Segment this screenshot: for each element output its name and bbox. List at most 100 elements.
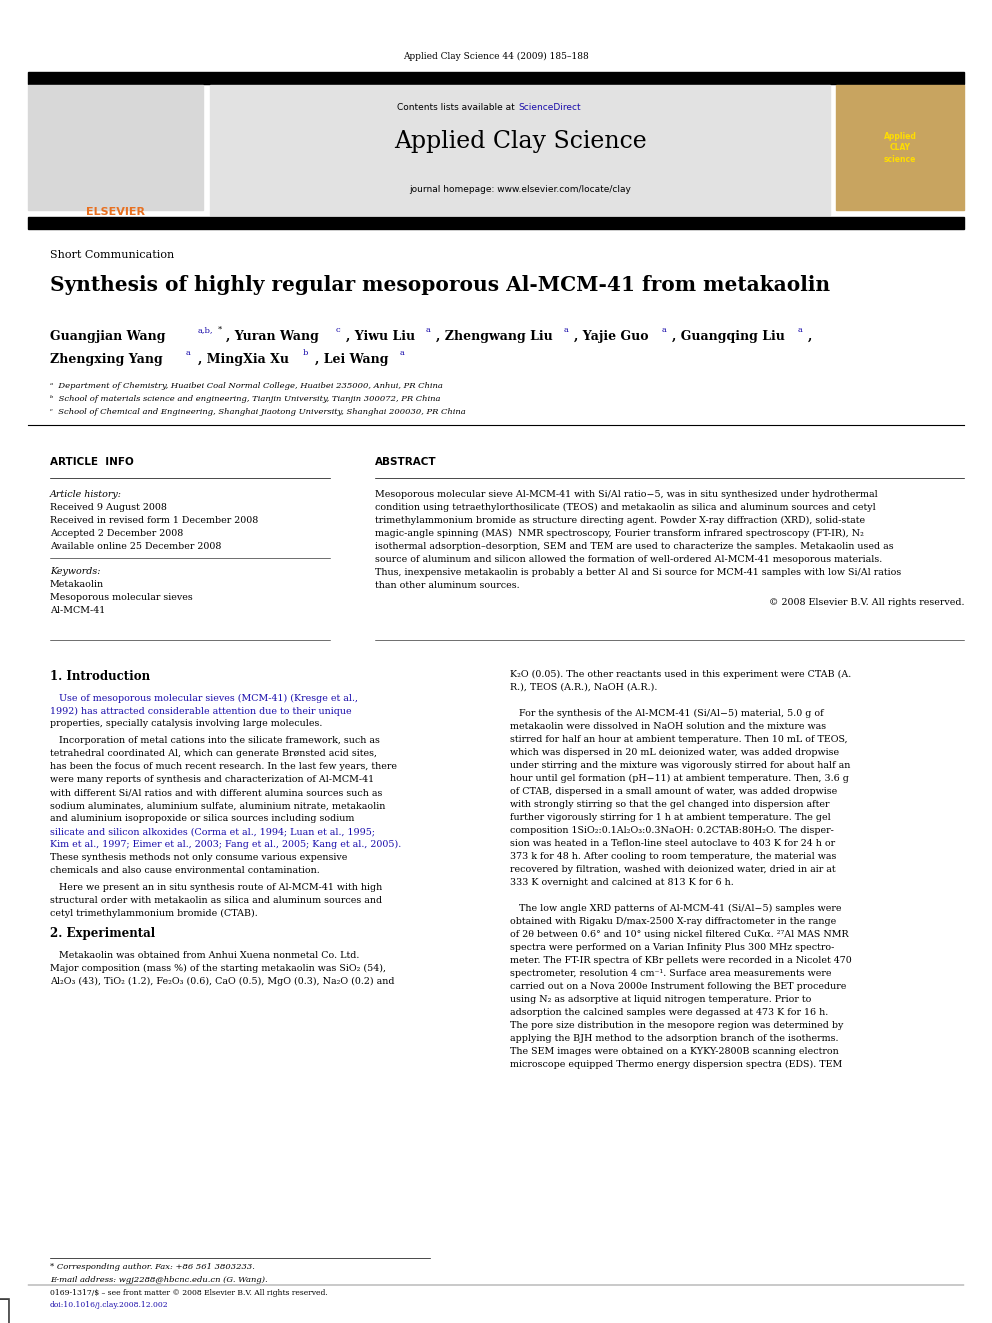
Text: meter. The FT-IR spectra of KBr pellets were recorded in a Nicolet 470: meter. The FT-IR spectra of KBr pellets … bbox=[510, 957, 852, 964]
Text: magic-angle spinning (MAS)  NMR spectroscopy, Fourier transform infrared spectro: magic-angle spinning (MAS) NMR spectrosc… bbox=[375, 529, 864, 538]
Text: ,: , bbox=[808, 329, 812, 343]
Text: a: a bbox=[186, 349, 190, 357]
Text: Al-MCM-41: Al-MCM-41 bbox=[50, 606, 105, 615]
Text: stirred for half an hour at ambient temperature. Then 10 mL of TEOS,: stirred for half an hour at ambient temp… bbox=[510, 736, 847, 744]
Text: 🌳: 🌳 bbox=[0, 1297, 10, 1323]
Text: , Yajie Guo: , Yajie Guo bbox=[574, 329, 649, 343]
Text: Use of mesoporous molecular sieves (MCM-41) (Kresge et al.,: Use of mesoporous molecular sieves (MCM-… bbox=[50, 693, 358, 703]
Text: © 2008 Elsevier B.V. All rights reserved.: © 2008 Elsevier B.V. All rights reserved… bbox=[769, 598, 964, 607]
Text: b: b bbox=[303, 349, 309, 357]
Text: Here we present an in situ synthesis route of Al-MCM-41 with high: Here we present an in situ synthesis rou… bbox=[50, 884, 382, 892]
Text: Short Communication: Short Communication bbox=[50, 250, 175, 261]
Text: composition 1SiO₂:0.1Al₂O₃:0.3NaOH: 0.2CTAB:80H₂O. The disper-: composition 1SiO₂:0.1Al₂O₃:0.3NaOH: 0.2C… bbox=[510, 826, 834, 835]
Text: c: c bbox=[336, 325, 340, 333]
Text: Article history:: Article history: bbox=[50, 490, 122, 499]
Text: Contents lists available at: Contents lists available at bbox=[398, 103, 518, 112]
Text: adsorption the calcined samples were degassed at 473 K for 16 h.: adsorption the calcined samples were deg… bbox=[510, 1008, 828, 1017]
Text: were many reports of synthesis and characterization of Al-MCM-41: were many reports of synthesis and chara… bbox=[50, 775, 374, 785]
Text: of CTAB, dispersed in a small amount of water, was added dropwise: of CTAB, dispersed in a small amount of … bbox=[510, 787, 837, 796]
Text: Applied Clay Science: Applied Clay Science bbox=[394, 130, 647, 153]
Text: isothermal adsorption–desorption, SEM and TEM are used to characterize the sampl: isothermal adsorption–desorption, SEM an… bbox=[375, 542, 894, 550]
Bar bbox=[28, 217, 964, 229]
Text: obtained with Rigaku D/max-2500 X-ray diffractometer in the range: obtained with Rigaku D/max-2500 X-ray di… bbox=[510, 917, 836, 926]
Text: spectrometer, resolution 4 cm⁻¹. Surface area measurements were: spectrometer, resolution 4 cm⁻¹. Surface… bbox=[510, 968, 831, 978]
Text: silicate and silicon alkoxides (Corma et al., 1994; Luan et al., 1995;: silicate and silicon alkoxides (Corma et… bbox=[50, 827, 375, 836]
Bar bbox=[210, 85, 830, 216]
Text: journal homepage: www.elsevier.com/locate/clay: journal homepage: www.elsevier.com/locat… bbox=[409, 185, 631, 194]
Text: K₂O (0.05). The other reactants used in this experiment were CTAB (A.: K₂O (0.05). The other reactants used in … bbox=[510, 669, 851, 679]
Text: , Guangqing Liu: , Guangqing Liu bbox=[672, 329, 785, 343]
Text: The pore size distribution in the mesopore region was determined by: The pore size distribution in the mesopo… bbox=[510, 1021, 843, 1031]
Text: condition using tetraethylorthosilicate (TEOS) and metakaolin as silica and alum: condition using tetraethylorthosilicate … bbox=[375, 503, 876, 512]
Text: 1. Introduction: 1. Introduction bbox=[50, 669, 150, 683]
Text: , Lei Wang: , Lei Wang bbox=[315, 353, 389, 366]
Bar bbox=[836, 85, 964, 210]
Text: ABSTRACT: ABSTRACT bbox=[375, 456, 436, 467]
Text: carried out on a Nova 2000e Instrument following the BET procedure: carried out on a Nova 2000e Instrument f… bbox=[510, 982, 846, 991]
Text: 373 k for 48 h. After cooling to room temperature, the material was: 373 k for 48 h. After cooling to room te… bbox=[510, 852, 836, 861]
Text: has been the focus of much recent research. In the last few years, there: has been the focus of much recent resear… bbox=[50, 762, 397, 771]
Text: ᵇ  School of materials science and engineering, Tianjin University, Tianjin 3000: ᵇ School of materials science and engine… bbox=[50, 396, 440, 404]
Text: Received 9 August 2008: Received 9 August 2008 bbox=[50, 503, 167, 512]
Text: Thus, inexpensive metakaolin is probably a better Al and Si source for MCM-41 sa: Thus, inexpensive metakaolin is probably… bbox=[375, 568, 902, 577]
Text: metakaolin were dissolved in NaOH solution and the mixture was: metakaolin were dissolved in NaOH soluti… bbox=[510, 722, 826, 732]
Bar bbox=[28, 71, 964, 83]
Text: Kim et al., 1997; Eimer et al., 2003; Fang et al., 2005; Kang et al., 2005).: Kim et al., 1997; Eimer et al., 2003; Fa… bbox=[50, 840, 401, 849]
Text: These synthesis methods not only consume various expensive: These synthesis methods not only consume… bbox=[50, 853, 347, 863]
Text: 2. Experimental: 2. Experimental bbox=[50, 927, 155, 941]
Text: Available online 25 December 2008: Available online 25 December 2008 bbox=[50, 542, 221, 550]
Text: applying the BJH method to the adsorption branch of the isotherms.: applying the BJH method to the adsorptio… bbox=[510, 1035, 838, 1043]
Text: further vigorously stirring for 1 h at ambient temperature. The gel: further vigorously stirring for 1 h at a… bbox=[510, 814, 830, 822]
Text: using N₂ as adsorptive at liquid nitrogen temperature. Prior to: using N₂ as adsorptive at liquid nitroge… bbox=[510, 995, 811, 1004]
Text: a,b,: a,b, bbox=[198, 325, 213, 333]
Text: Received in revised form 1 December 2008: Received in revised form 1 December 2008 bbox=[50, 516, 258, 525]
Text: 1992) has attracted considerable attention due to their unique: 1992) has attracted considerable attenti… bbox=[50, 706, 351, 716]
Text: Metakaolin: Metakaolin bbox=[50, 579, 104, 589]
Text: doi:10.1016/j.clay.2008.12.002: doi:10.1016/j.clay.2008.12.002 bbox=[50, 1301, 169, 1308]
Text: Zhengxing Yang: Zhengxing Yang bbox=[50, 353, 163, 366]
Text: Mesoporous molecular sieve Al-MCM-41 with Si/Al ratio−5, was in situ synthesized: Mesoporous molecular sieve Al-MCM-41 wit… bbox=[375, 490, 878, 499]
Text: ᶜ  School of Chemical and Engineering, Shanghai Jiaotong University, Shanghai 20: ᶜ School of Chemical and Engineering, Sh… bbox=[50, 407, 466, 415]
Text: of 2θ between 0.6° and 10° using nickel filtered CuKα. ²⁷Al MAS NMR: of 2θ between 0.6° and 10° using nickel … bbox=[510, 930, 848, 939]
Text: with different Si/Al ratios and with different alumina sources such as: with different Si/Al ratios and with dif… bbox=[50, 789, 382, 798]
Text: a: a bbox=[400, 349, 405, 357]
Text: spectra were performed on a Varian Infinity Plus 300 MHz spectro-: spectra were performed on a Varian Infin… bbox=[510, 943, 834, 953]
Text: and aluminium isopropoxide or silica sources including sodium: and aluminium isopropoxide or silica sou… bbox=[50, 814, 354, 823]
Text: Al₂O₃ (43), TiO₂ (1.2), Fe₂O₃ (0.6), CaO (0.5), MgO (0.3), Na₂O (0.2) and: Al₂O₃ (43), TiO₂ (1.2), Fe₂O₃ (0.6), CaO… bbox=[50, 976, 395, 986]
Text: than other aluminum sources.: than other aluminum sources. bbox=[375, 581, 520, 590]
Text: Synthesis of highly regular mesoporous Al-MCM-41 from metakaolin: Synthesis of highly regular mesoporous A… bbox=[50, 275, 830, 295]
Text: chemicals and also cause environmental contamination.: chemicals and also cause environmental c… bbox=[50, 867, 319, 876]
Bar bbox=[28, 85, 203, 210]
Text: * Corresponding author. Fax: +86 561 3803233.: * Corresponding author. Fax: +86 561 380… bbox=[50, 1263, 255, 1271]
Text: 0169-1317/$ – see front matter © 2008 Elsevier B.V. All rights reserved.: 0169-1317/$ – see front matter © 2008 El… bbox=[50, 1289, 327, 1297]
Text: sodium aluminates, aluminium sulfate, aluminium nitrate, metakaolin: sodium aluminates, aluminium sulfate, al… bbox=[50, 802, 385, 810]
Text: , Yuran Wang: , Yuran Wang bbox=[226, 329, 318, 343]
Text: Major composition (mass %) of the starting metakaolin was SiO₂ (54),: Major composition (mass %) of the starti… bbox=[50, 963, 386, 972]
Text: a: a bbox=[564, 325, 568, 333]
Text: trimethylammonium bromide as structure directing agent. Powder X-ray diffraction: trimethylammonium bromide as structure d… bbox=[375, 516, 865, 525]
Text: ELSEVIER: ELSEVIER bbox=[85, 206, 145, 217]
Text: The low angle XRD patterns of Al-MCM-41 (Si/Al−5) samples were: The low angle XRD patterns of Al-MCM-41 … bbox=[510, 904, 841, 913]
Text: a: a bbox=[662, 325, 667, 333]
Text: ARTICLE  INFO: ARTICLE INFO bbox=[50, 456, 134, 467]
Text: E-mail address: wgj2288@hbcnc.edu.cn (G. Wang).: E-mail address: wgj2288@hbcnc.edu.cn (G.… bbox=[50, 1275, 268, 1285]
Text: Mesoporous molecular sieves: Mesoporous molecular sieves bbox=[50, 593, 192, 602]
Text: tetrahedral coordinated Al, which can generate Brønsted acid sites,: tetrahedral coordinated Al, which can ge… bbox=[50, 749, 377, 758]
Text: *: * bbox=[218, 325, 222, 333]
Text: a: a bbox=[426, 325, 431, 333]
Text: Applied
CLAY
science: Applied CLAY science bbox=[884, 132, 917, 164]
Text: recovered by filtration, washed with deionized water, dried in air at: recovered by filtration, washed with dei… bbox=[510, 865, 835, 875]
Text: Keywords:: Keywords: bbox=[50, 568, 100, 576]
Text: structural order with metakaolin as silica and aluminum sources and: structural order with metakaolin as sili… bbox=[50, 896, 382, 905]
Text: a: a bbox=[798, 325, 803, 333]
Text: , MingXia Xu: , MingXia Xu bbox=[198, 353, 289, 366]
Text: Guangjian Wang: Guangjian Wang bbox=[50, 329, 166, 343]
Text: microscope equipped Thermo energy dispersion spectra (EDS). TEM: microscope equipped Thermo energy disper… bbox=[510, 1060, 842, 1069]
Text: The SEM images were obtained on a KYKY-2800B scanning electron: The SEM images were obtained on a KYKY-2… bbox=[510, 1046, 839, 1056]
Text: For the synthesis of the Al-MCM-41 (Si/Al−5) material, 5.0 g of: For the synthesis of the Al-MCM-41 (Si/A… bbox=[510, 709, 823, 718]
Text: Accepted 2 December 2008: Accepted 2 December 2008 bbox=[50, 529, 184, 538]
Text: source of aluminum and silicon allowed the formation of well-ordered Al-MCM-41 m: source of aluminum and silicon allowed t… bbox=[375, 556, 882, 564]
Text: , Yiwu Liu: , Yiwu Liu bbox=[346, 329, 415, 343]
Text: sion was heated in a Teflon-line steel autoclave to 403 K for 24 h or: sion was heated in a Teflon-line steel a… bbox=[510, 839, 835, 848]
Text: Applied Clay Science 44 (2009) 185–188: Applied Clay Science 44 (2009) 185–188 bbox=[403, 52, 589, 61]
